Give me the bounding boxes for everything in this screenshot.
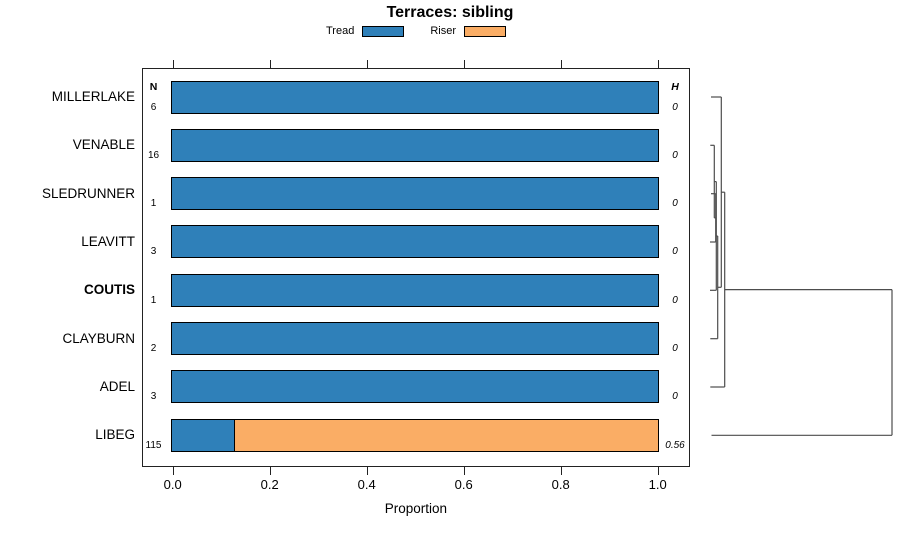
axis-tick-bottom xyxy=(657,466,659,475)
h-value: 0 xyxy=(672,149,678,161)
tread-segment xyxy=(172,274,658,306)
h-value: 0.56 xyxy=(665,439,685,451)
axis-tick-bottom xyxy=(366,466,368,475)
legend-label-tread: Tread xyxy=(326,25,355,37)
n-count: 115 xyxy=(145,439,162,451)
h-value: 0 xyxy=(672,198,678,210)
axis-tick-label: 0.4 xyxy=(357,477,376,492)
legend-item-tread: Tread xyxy=(326,25,405,37)
axis-tick-top xyxy=(269,59,271,68)
h-value: 0 xyxy=(672,343,678,355)
axis-tick-top xyxy=(366,59,368,68)
axis-tick-label: 0.6 xyxy=(454,477,473,492)
row-label: VENABLE xyxy=(72,137,135,153)
n-count: 1 xyxy=(150,198,157,210)
axis-tick-label: 0.2 xyxy=(260,477,279,492)
tread-segment xyxy=(172,371,658,403)
n-count: 16 xyxy=(147,149,160,161)
plot-box xyxy=(141,67,690,467)
tread-segment xyxy=(172,226,658,258)
chart-title: Terraces: sibling xyxy=(386,4,514,21)
stacked-bar xyxy=(171,273,659,307)
legend: Tread Riser xyxy=(142,25,690,37)
n-count: 3 xyxy=(150,246,157,258)
tread-segment xyxy=(172,419,236,451)
n-count: 6 xyxy=(150,101,157,113)
n-column-header: N xyxy=(149,81,158,93)
axis-tick-bottom xyxy=(269,466,271,475)
tread-segment xyxy=(172,81,658,113)
stacked-bar xyxy=(171,80,659,114)
stacked-bar xyxy=(171,225,659,259)
legend-item-riser: Riser xyxy=(430,25,506,37)
n-count: 2 xyxy=(150,343,157,355)
stacked-bar xyxy=(171,177,659,211)
n-count: 1 xyxy=(150,294,157,306)
h-value: 0 xyxy=(672,246,678,258)
axis-tick-top xyxy=(657,59,659,68)
axis-tick-label: 1.0 xyxy=(648,477,667,492)
x-axis-title: Proportion xyxy=(384,501,447,516)
legend-label-riser: Riser xyxy=(430,25,456,37)
row-label: ADEL xyxy=(99,378,135,394)
stacked-bar xyxy=(171,370,659,404)
h-value: 0 xyxy=(672,294,678,306)
row-label: LEAVITT xyxy=(81,233,135,249)
h-column-header: H xyxy=(671,81,679,93)
n-count: 3 xyxy=(150,391,157,403)
h-value: 0 xyxy=(672,101,678,113)
legend-swatch-riser xyxy=(464,25,506,37)
riser-segment xyxy=(235,419,658,451)
row-label: LIBEG xyxy=(95,427,135,443)
legend-swatch-tread xyxy=(362,25,405,37)
axis-tick-bottom xyxy=(172,466,174,475)
axis-tick-top xyxy=(463,59,465,68)
axis-tick-label: 0.0 xyxy=(163,477,182,492)
stacked-bar xyxy=(171,128,659,162)
row-label: COUTIS xyxy=(83,282,135,298)
axis-tick-top xyxy=(560,59,562,68)
row-label: MILLERLAKE xyxy=(51,89,135,104)
axis-tick-label: 0.8 xyxy=(551,477,570,492)
axis-tick-bottom xyxy=(463,466,465,475)
row-label: CLAYBURN xyxy=(62,330,135,346)
stacked-bar xyxy=(171,322,659,356)
row-label: SLEDRUNNER xyxy=(41,185,135,201)
tread-segment xyxy=(172,178,658,210)
tread-segment xyxy=(172,323,658,355)
axis-tick-bottom xyxy=(560,466,562,475)
axis-tick-top xyxy=(172,59,174,68)
h-value: 0 xyxy=(672,391,678,403)
stacked-bar xyxy=(171,418,659,452)
tread-segment xyxy=(172,129,658,161)
